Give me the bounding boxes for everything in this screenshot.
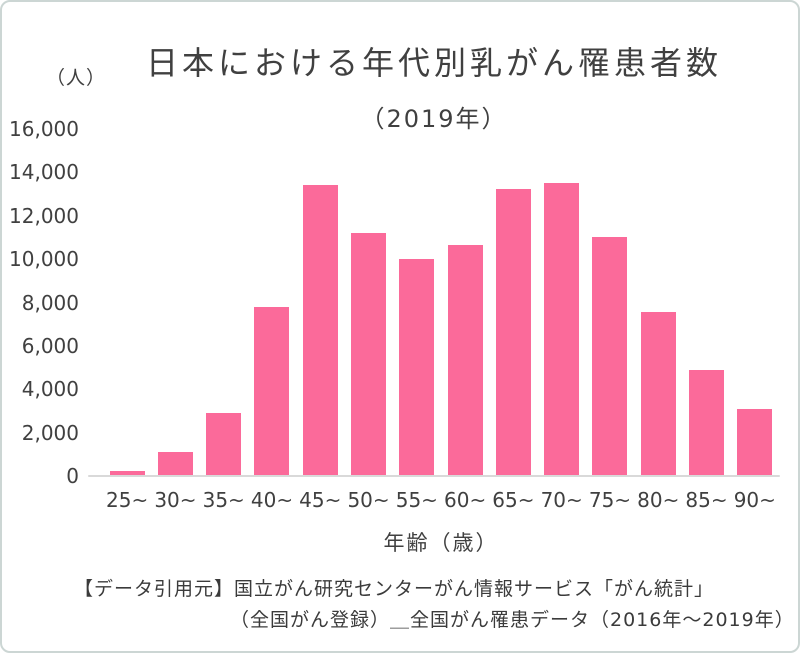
- bar-slot: [200, 129, 248, 476]
- x-axis-title: 年齢（歳）: [383, 531, 499, 555]
- bar-slot: [441, 129, 489, 476]
- bar-slot: [393, 129, 441, 476]
- y-tick-label: 8,000: [21, 290, 79, 315]
- bar-50~: [351, 233, 387, 476]
- y-tick-label: 4,000: [21, 377, 79, 402]
- bar-25~: [109, 470, 145, 476]
- x-axis-tick-labels: 25~ 30~ 35~ 40~ 45~ 50~ 55~ 60~ 65~ 70~ 75~ 80~ 85~ 9…: [103, 488, 779, 512]
- bar-slot: [682, 129, 730, 476]
- chart-title: 日本における年代別乳がん罹患者数: [145, 44, 722, 82]
- title-block: 日本における年代別乳がん罹患者数 （2019年）: [88, 44, 780, 134]
- x-tick-label: 80~: [637, 488, 680, 512]
- bar-slot: [344, 129, 392, 476]
- data-source-line2: （全国がん登録）＿全国がん罹患データ（2016年～2019年）: [230, 609, 795, 631]
- bar-45~: [302, 185, 338, 476]
- x-tick-label: 25~: [106, 488, 149, 512]
- bar-slot: [731, 129, 779, 476]
- bar-65~: [495, 188, 531, 476]
- data-source-line1: 【データ引用元】国立がん研究センターがん情報サービス「がん統計」: [74, 578, 715, 600]
- y-tick-label: 10,000: [9, 247, 79, 272]
- y-axis-tick-labels: 0 2,000 4,000 6,000 8,000 10,000 12,000 14,000 1…: [2, 2, 79, 502]
- bar-75~: [592, 237, 628, 476]
- x-tick-label: 30~: [154, 488, 197, 512]
- bar-30~: [157, 452, 193, 476]
- bar-slot: [248, 129, 296, 476]
- x-tick-label: 55~: [395, 488, 438, 512]
- bar-slot: [634, 129, 682, 476]
- x-tick-label: 35~: [202, 488, 245, 512]
- x-tick-label: 65~: [492, 488, 535, 512]
- x-tick-label: 50~: [347, 488, 390, 512]
- x-tick-label: 85~: [685, 488, 728, 512]
- x-tick-label: 40~: [250, 488, 294, 512]
- x-tick-label: 90~: [733, 488, 776, 512]
- bar-40~: [254, 306, 290, 476]
- bar-plot-area: [103, 129, 779, 476]
- bar-slot: [538, 129, 586, 476]
- bar-slot: [103, 129, 151, 476]
- bar-slot: [151, 129, 199, 476]
- x-tick-label: 60~: [444, 488, 487, 512]
- bar-90~: [737, 408, 773, 476]
- bar-slot: [489, 129, 537, 476]
- bar-85~: [689, 369, 725, 476]
- bar-slot: [586, 129, 634, 476]
- y-tick-label: 12,000: [9, 203, 79, 228]
- bar-60~: [447, 245, 483, 476]
- y-tick-label: 2,000: [21, 420, 79, 445]
- y-tick-label: 6,000: [21, 333, 79, 358]
- x-tick-label: 75~: [588, 488, 632, 512]
- y-axis-unit-label: （人）: [46, 67, 107, 89]
- chart-subtitle: （2019年）: [360, 105, 508, 134]
- y-tick-label: 14,000: [9, 160, 79, 185]
- x-tick-label: 70~: [540, 488, 583, 512]
- bar-70~: [544, 183, 580, 476]
- bar-slot: [296, 129, 344, 476]
- x-tick-label: 45~: [299, 488, 342, 512]
- bar-55~: [399, 259, 435, 476]
- bar-35~: [206, 413, 242, 476]
- bar-80~: [640, 312, 676, 476]
- x-axis-line: [88, 475, 780, 477]
- y-tick-label: 16,000: [9, 117, 79, 141]
- y-tick-label: 0: [66, 464, 79, 488]
